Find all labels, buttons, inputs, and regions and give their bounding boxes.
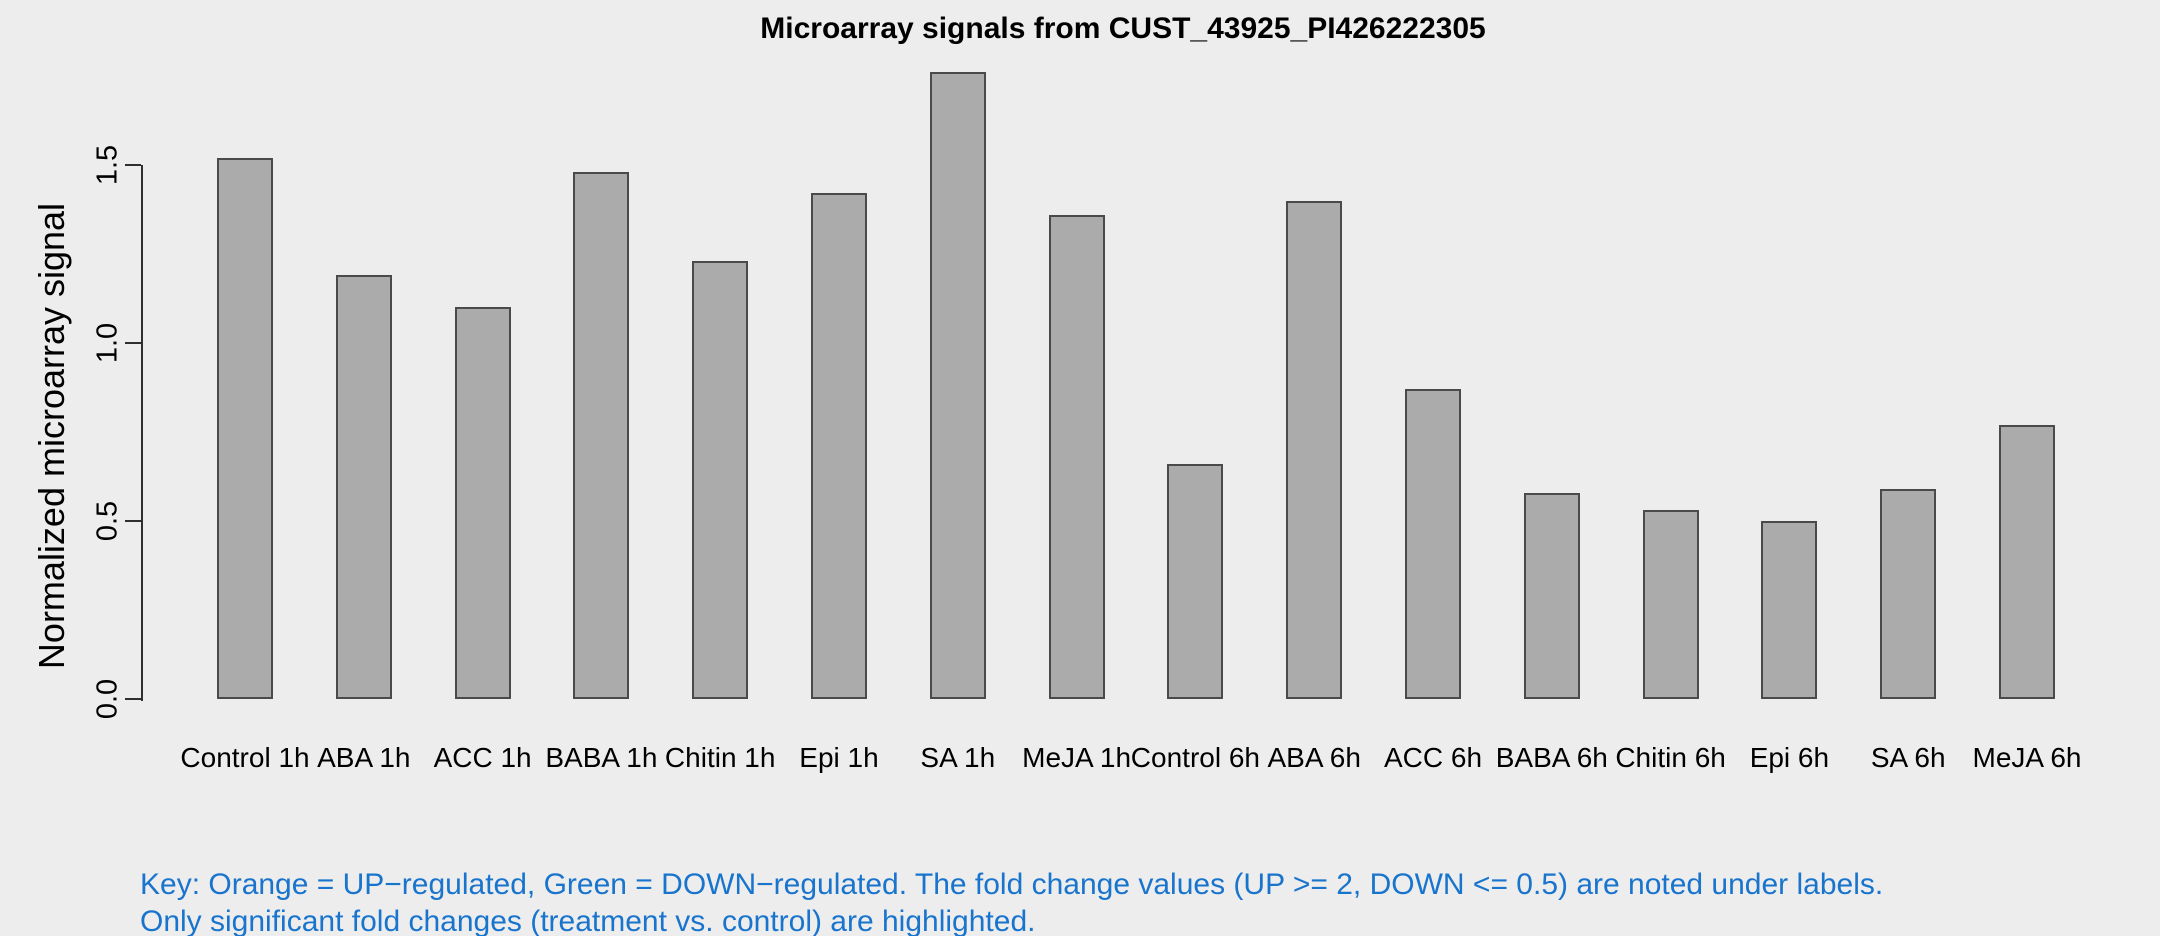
bar (1523, 492, 1580, 699)
bar (692, 261, 749, 699)
bar (1167, 464, 1224, 699)
bar (573, 172, 630, 699)
bar (1999, 424, 2055, 699)
y-tick-mark (125, 520, 141, 522)
x-tick-label: ACC 1h (433, 742, 532, 773)
x-tick-label: SA 6h (1870, 742, 1946, 773)
x-tick-label: MeJA 6h (1972, 742, 2082, 773)
chart-title: Microarray signals from CUST_43925_PI426… (760, 12, 1486, 45)
y-tick-mark (125, 342, 141, 344)
bar (929, 72, 986, 699)
y-axis-line (141, 165, 143, 701)
x-tick-label: BABA 1h (545, 742, 658, 773)
key-note-line-1: Key: Orange = UP−regulated, Green = DOWN… (140, 868, 1884, 901)
x-tick-label: Control 6h (1130, 742, 1260, 773)
bar (811, 193, 867, 699)
bar (1642, 510, 1699, 699)
x-tick-label: Chitin 6h (1615, 742, 1726, 773)
x-tick-label: ACC 6h (1383, 742, 1483, 773)
bar (1880, 488, 1937, 699)
x-tick-label: ABA 6h (1267, 742, 1361, 773)
x-tick-label: SA 1h (920, 742, 996, 773)
bar (217, 157, 273, 699)
bar (1405, 389, 1461, 699)
x-tick-label: MeJA 1h (1022, 742, 1132, 773)
x-tick-label: Epi 1h (799, 742, 879, 773)
y-tick-label: 1.0 (91, 322, 124, 364)
bar (454, 307, 511, 699)
bar (1048, 214, 1105, 699)
key-note-line-2: Only significant fold changes (treatment… (140, 905, 1036, 936)
bar (1761, 521, 1818, 699)
bar (335, 275, 392, 699)
y-tick-label: 0.5 (91, 500, 124, 542)
x-tick-label: ABA 1h (317, 742, 411, 773)
x-tick-label: Epi 6h (1749, 742, 1830, 773)
y-tick-mark (125, 698, 141, 700)
bar (1286, 200, 1343, 699)
x-tick-label: Control 1h (180, 742, 310, 773)
y-tick-label: 0.0 (91, 678, 124, 720)
x-tick-label: BABA 6h (1495, 742, 1608, 773)
x-tick-label: Chitin 1h (664, 742, 776, 773)
y-tick-mark (125, 164, 141, 166)
y-tick-label: 1.5 (91, 144, 124, 186)
y-axis-label: Normalized microarray signal (31, 202, 72, 670)
